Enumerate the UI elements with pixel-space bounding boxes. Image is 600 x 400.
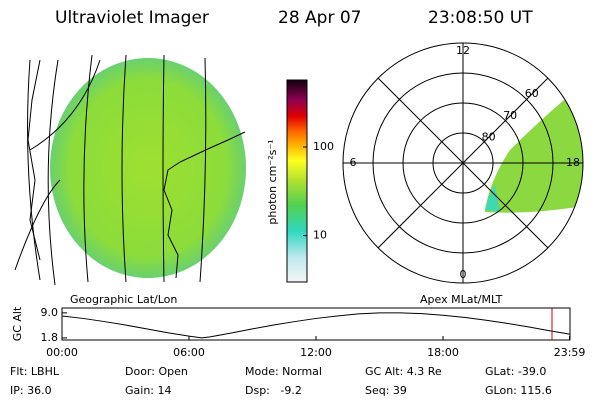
- colorbar-tick-label: 100: [313, 140, 334, 153]
- polar-ring: [372, 72, 554, 254]
- status-field: GC Alt: 4.3 Re: [365, 365, 442, 378]
- status-field: Gain: 14: [125, 384, 172, 397]
- mlt-label: 0: [460, 268, 467, 281]
- polar-outline: [342, 42, 584, 284]
- colorbar-tick-label: 10: [313, 229, 327, 242]
- polar-ring: [402, 102, 524, 224]
- polar-ring: [432, 132, 494, 194]
- y-tick-label: 9.0: [41, 306, 59, 319]
- status-field: Door: Open: [125, 365, 188, 378]
- status-field: Flt: LBHL: [10, 365, 60, 378]
- date: 28 Apr 07: [278, 8, 361, 28]
- x-tick-label: 00:00: [46, 346, 78, 359]
- colorbar: [286, 79, 308, 283]
- mlt-label: 12: [456, 44, 470, 57]
- status-field: GLat: -39.0: [485, 365, 546, 378]
- globe-label: Geographic Lat/Lon: [70, 293, 177, 306]
- status-field: Dsp: -9.2: [245, 384, 302, 397]
- x-tick-label: 18:00: [427, 346, 459, 359]
- altitude-line: [61, 312, 570, 339]
- colorbar-label: photon cm⁻²s⁻¹: [266, 139, 279, 224]
- status-field: Mode: Normal: [245, 365, 322, 378]
- status-field: Seq: 39: [365, 384, 407, 397]
- plot-frame: [61, 307, 571, 341]
- instrument: Ultraviolet Imager: [55, 8, 209, 28]
- status-field: GLon: 115.6: [485, 384, 552, 397]
- polar-plot: [343, 43, 583, 283]
- mlt-label: 6: [350, 156, 357, 169]
- x-tick-label: 23:59: [554, 346, 586, 359]
- status-field: IP: 36.0: [10, 384, 52, 397]
- polar-ring-label: 60: [525, 87, 539, 100]
- y-axis-label: GC Alt: [11, 306, 24, 341]
- x-tick-label: 06:00: [173, 346, 205, 359]
- polar-ring-label: 70: [503, 109, 517, 122]
- x-tick-label: 12:00: [300, 346, 332, 359]
- polar-label: Apex MLat/MLT: [420, 293, 503, 306]
- globe-image: [14, 54, 246, 286]
- time: 23:08:50 UT: [428, 8, 533, 28]
- y-tick-label: 1.8: [41, 331, 59, 344]
- polar-ring-label: 80: [482, 130, 496, 143]
- mlt-label: 18: [566, 156, 580, 169]
